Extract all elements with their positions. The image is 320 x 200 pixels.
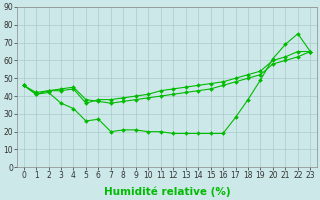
X-axis label: Humidité relative (%): Humidité relative (%) — [104, 186, 230, 197]
